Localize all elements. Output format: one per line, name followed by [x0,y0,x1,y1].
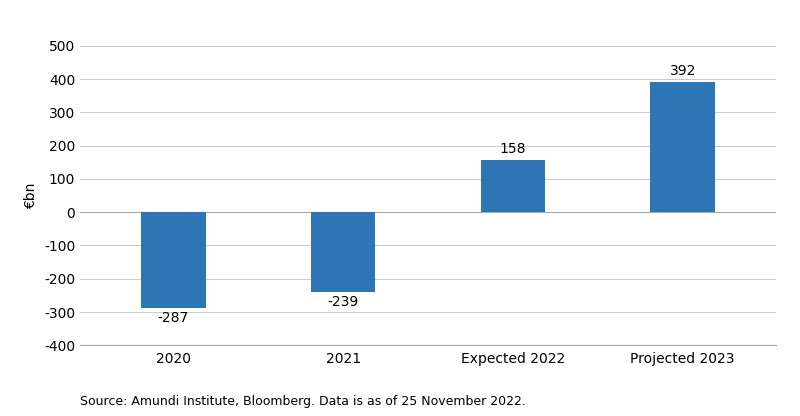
Bar [650,82,715,212]
Text: -287: -287 [158,311,189,325]
Bar [141,212,206,308]
Bar [481,160,545,212]
Text: 392: 392 [670,64,696,78]
Bar [311,212,375,292]
Y-axis label: €bn: €bn [24,182,38,209]
Text: 158: 158 [500,142,526,156]
Text: -239: -239 [327,295,358,309]
Text: Source: Amundi Institute, Bloomberg. Data is as of 25 November 2022.: Source: Amundi Institute, Bloomberg. Dat… [80,395,526,408]
